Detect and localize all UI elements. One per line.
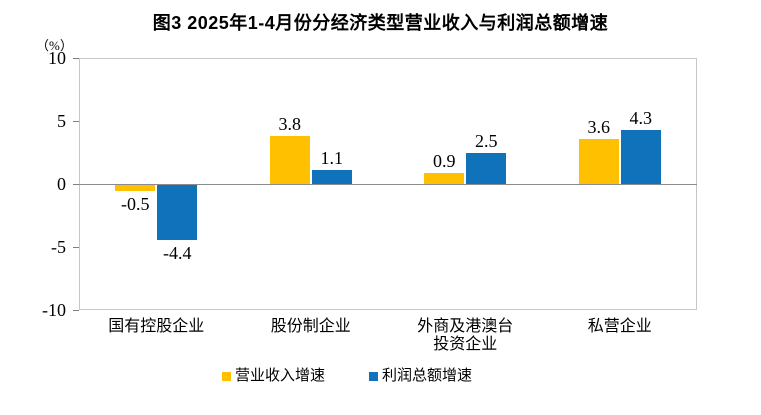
y-axis-tick-mark [73,310,79,311]
y-axis-tick-mark [73,121,79,122]
chart-title: 图3 2025年1-4月份分经济类型营业收入与利润总额增速 [152,13,609,33]
bar-value-label: 1.1 [320,148,344,169]
zero-axis-line [79,184,697,185]
legend-swatch [369,371,378,381]
y-axis-unit-label: （%） [36,38,73,53]
bar-value-label: 4.3 [629,107,653,128]
bar-value-label: -4.4 [163,243,192,264]
legend: 营业收入增速 利润总额增速 [0,368,694,384]
bar-value-label: 0.9 [433,150,456,171]
y-axis-tick-label: 0 [57,174,66,194]
x-axis-category-label: 私营企业 [587,318,652,335]
y-axis-tick-mark [73,184,79,185]
x-axis-category-label: 股份制企业 [270,318,351,335]
y-axis-tick-label: -5 [51,237,66,257]
revenue-growth-bar [115,185,156,192]
legend-label: 利润总额增速 [382,368,473,384]
bar-value-label: -0.5 [121,194,150,215]
y-axis-tick-label: 5 [57,111,66,131]
bar-value-label: 3.8 [278,114,302,135]
profit-growth-bar [311,170,352,184]
revenue-growth-bar [269,136,310,184]
legend-label: 营业收入增速 [234,368,325,384]
legend-item: 利润总额增速 [369,368,472,384]
y-axis-tick-label: -10 [42,300,66,320]
y-axis-tick-mark [73,58,79,59]
bar-value-label: 2.5 [475,130,498,151]
revenue-growth-bar [424,172,465,184]
x-axis-category-label: 外商及港澳台 投资企业 [417,318,514,353]
y-axis-tick-mark [73,247,79,248]
bar-value-label: 3.6 [587,116,611,137]
profit-growth-bar [466,152,507,184]
revenue-growth-bar [578,138,619,184]
profit-growth-bar [157,185,198,241]
profit-growth-bar [620,129,661,184]
x-axis-category-label: 国有控股企业 [108,318,205,335]
y-axis-tick-label: 10 [48,48,66,68]
legend-swatch [221,371,231,381]
legend-item: 营业收入增速 [221,368,325,384]
